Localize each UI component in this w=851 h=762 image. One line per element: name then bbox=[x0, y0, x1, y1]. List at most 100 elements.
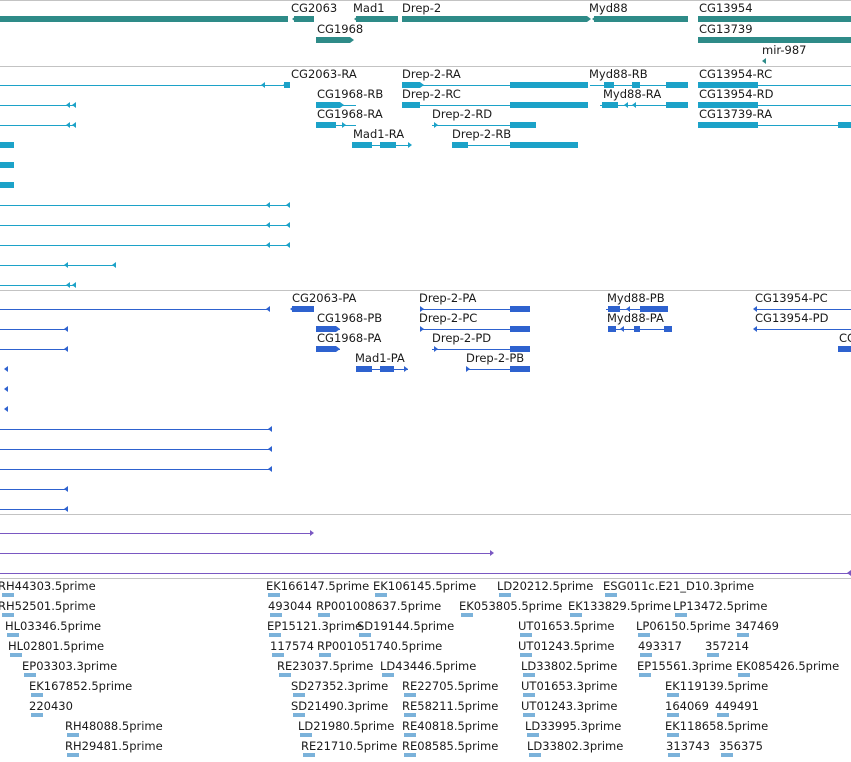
transcript-label[interactable]: CG13739-RA bbox=[699, 107, 773, 121]
transcript-label[interactable]: CG1968-PA bbox=[317, 331, 382, 345]
exon-block[interactable] bbox=[510, 326, 530, 332]
est-label[interactable]: ESG011c.E21_D10.3prime bbox=[603, 579, 755, 593]
est-label[interactable]: LP06150.5prime bbox=[636, 619, 731, 633]
exon-block[interactable] bbox=[293, 713, 305, 717]
exon-block[interactable] bbox=[24, 673, 36, 677]
transcript-label[interactable]: Drep-2-PD bbox=[432, 331, 492, 345]
est-label[interactable]: RP001051740.5prime bbox=[317, 639, 443, 653]
exon-block[interactable] bbox=[639, 673, 651, 677]
exon-block[interactable] bbox=[67, 753, 79, 757]
transcript-label[interactable]: Mad1-RA bbox=[353, 127, 405, 141]
est-label[interactable]: UT01653.3prime bbox=[521, 679, 618, 693]
exon-block[interactable] bbox=[510, 82, 588, 88]
est-label[interactable]: 220430 bbox=[29, 699, 73, 713]
exon-block[interactable] bbox=[270, 613, 282, 617]
exon-block[interactable] bbox=[293, 693, 305, 697]
exon-block[interactable] bbox=[838, 122, 851, 128]
exon-block[interactable] bbox=[634, 326, 640, 332]
exon-block[interactable] bbox=[523, 673, 535, 677]
exon-block[interactable] bbox=[698, 102, 758, 108]
exon-block[interactable] bbox=[664, 326, 672, 332]
exon-block[interactable] bbox=[316, 326, 336, 332]
transcript-label[interactable]: CG2063-PA bbox=[292, 291, 357, 305]
exon-block[interactable] bbox=[721, 753, 733, 757]
est-label[interactable]: EK118658.5prime bbox=[665, 719, 769, 733]
est-label[interactable]: RH48088.5prime bbox=[65, 719, 163, 733]
transcript-label[interactable]: CG2063-RA bbox=[291, 67, 357, 81]
exon-block[interactable] bbox=[523, 713, 535, 717]
exon-block[interactable] bbox=[319, 653, 331, 657]
exon-block[interactable] bbox=[527, 733, 539, 737]
est-label[interactable]: RE23037.5prime bbox=[277, 659, 374, 673]
gene-label[interactable]: Mad1 bbox=[353, 1, 385, 15]
est-label[interactable]: EP15121.3prime bbox=[267, 619, 363, 633]
transcript-label[interactable]: CG13954-RD bbox=[699, 87, 774, 101]
est-label[interactable]: 117574 bbox=[270, 639, 314, 653]
exon-block[interactable] bbox=[272, 653, 284, 657]
exon-block[interactable] bbox=[668, 753, 680, 757]
est-label[interactable]: LD20212.5prime bbox=[497, 579, 594, 593]
exon-block[interactable] bbox=[605, 593, 617, 597]
exon-block[interactable] bbox=[666, 102, 688, 108]
exon-block[interactable] bbox=[608, 326, 616, 332]
est-label[interactable]: RH44303.5prime bbox=[0, 579, 96, 593]
exon-block[interactable] bbox=[404, 753, 416, 757]
est-label[interactable]: RE22705.5prime bbox=[402, 679, 499, 693]
exon-block[interactable] bbox=[300, 733, 312, 737]
transcript-label[interactable]: Drep-2-PA bbox=[419, 291, 477, 305]
est-label[interactable]: SD27352.3prime bbox=[291, 679, 389, 693]
exon-block[interactable] bbox=[316, 102, 340, 108]
exon-block[interactable] bbox=[402, 82, 420, 88]
est-label[interactable]: RE21710.5prime bbox=[301, 739, 398, 753]
exon-block[interactable] bbox=[284, 82, 290, 88]
est-label[interactable]: LD33802.5prime bbox=[521, 659, 618, 673]
gene-label[interactable]: CG13739 bbox=[699, 22, 753, 36]
est-label[interactable]: EP03303.3prime bbox=[22, 659, 118, 673]
est-label[interactable]: HL02801.5prime bbox=[8, 639, 105, 653]
exon-block[interactable] bbox=[452, 142, 468, 148]
est-label[interactable]: 356375 bbox=[719, 739, 763, 753]
est-label[interactable]: 313743 bbox=[666, 739, 710, 753]
transcript-label[interactable]: Drep-2-PC bbox=[419, 311, 478, 325]
exon-block[interactable] bbox=[667, 693, 679, 697]
exon-block[interactable] bbox=[717, 713, 729, 717]
est-label[interactable]: LD33802.3prime bbox=[527, 739, 624, 753]
est-label[interactable]: SD19144.5prime bbox=[357, 619, 455, 633]
est-label[interactable]: UT01243.3prime bbox=[521, 699, 618, 713]
exon-block[interactable] bbox=[402, 16, 587, 22]
est-label[interactable]: LD33995.3prime bbox=[525, 719, 622, 733]
exon-block[interactable] bbox=[604, 82, 614, 88]
transcript-label[interactable]: Drep-2-RD bbox=[432, 107, 493, 121]
exon-block[interactable] bbox=[352, 142, 372, 148]
exon-block[interactable] bbox=[292, 306, 314, 312]
exon-block[interactable] bbox=[0, 16, 288, 22]
est-label[interactable]: 493317 bbox=[638, 639, 682, 653]
est-label[interactable]: LP13472.5prime bbox=[673, 599, 768, 613]
exon-block[interactable] bbox=[499, 593, 511, 597]
est-label[interactable]: UT01243.5prime bbox=[518, 639, 615, 653]
exon-block[interactable] bbox=[31, 713, 43, 717]
transcript-label[interactable]: CG1968-RB bbox=[317, 87, 384, 101]
transcript-label[interactable]: Myd88-RA bbox=[603, 87, 662, 101]
exon-block[interactable] bbox=[698, 37, 851, 43]
gene-label[interactable]: Myd88 bbox=[589, 1, 628, 15]
est-label[interactable]: EK133829.5prime bbox=[568, 599, 672, 613]
transcript-label[interactable]: Mad1-PA bbox=[355, 351, 405, 365]
exon-block[interactable] bbox=[510, 122, 536, 128]
exon-block[interactable] bbox=[602, 102, 618, 108]
exon-block[interactable] bbox=[31, 693, 43, 697]
transcript-label[interactable]: CG1968-RA bbox=[317, 107, 383, 121]
exon-block[interactable] bbox=[520, 653, 532, 657]
exon-block[interactable] bbox=[523, 693, 535, 697]
transcript-label[interactable]: CG13954-PD bbox=[755, 311, 829, 325]
exon-block[interactable] bbox=[698, 16, 851, 22]
exon-block[interactable] bbox=[375, 593, 387, 597]
exon-block[interactable] bbox=[0, 142, 14, 148]
gene-label[interactable]: Drep-2 bbox=[402, 1, 442, 15]
est-label[interactable]: HL03346.5prime bbox=[5, 619, 102, 633]
transcript-label[interactable]: CG13954-RC bbox=[699, 67, 773, 81]
est-label[interactable]: RE40818.5prime bbox=[402, 719, 499, 733]
exon-block[interactable] bbox=[529, 753, 541, 757]
exon-block[interactable] bbox=[638, 633, 650, 637]
exon-block[interactable] bbox=[279, 673, 291, 677]
